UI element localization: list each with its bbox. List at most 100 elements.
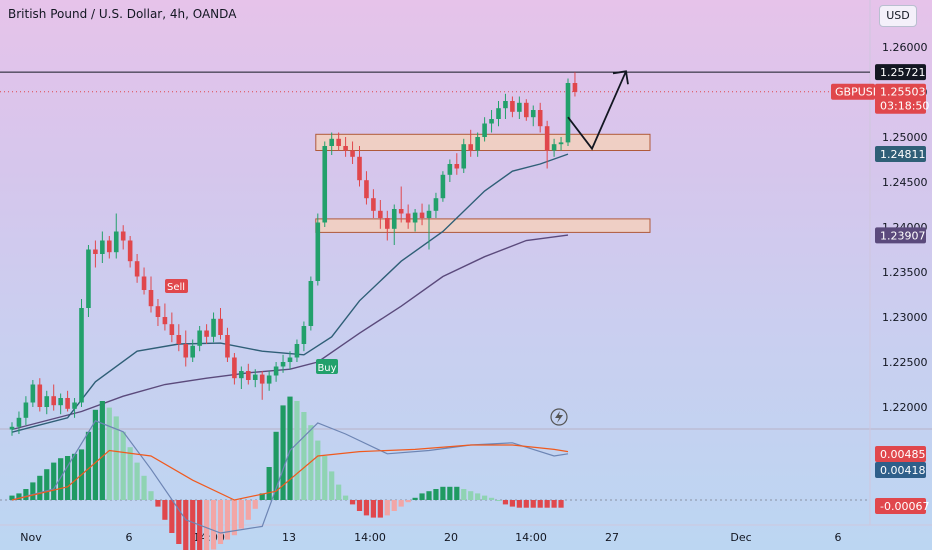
macd-bar <box>30 482 36 500</box>
macd-value-tag-bg <box>875 446 926 462</box>
sell-marker <box>165 279 188 293</box>
macd-bar <box>252 500 258 509</box>
candle-body <box>322 146 328 223</box>
candle-body <box>51 396 56 406</box>
candle-body <box>280 362 286 367</box>
macd-bar <box>398 500 404 507</box>
macd-value-tag: 0.00485 <box>880 448 926 461</box>
macd-bar <box>315 440 321 500</box>
macd-bar <box>99 401 105 500</box>
macd-bar <box>259 493 265 500</box>
macd-bar <box>349 500 356 505</box>
macd-bar <box>176 500 182 544</box>
macd-bar <box>294 401 300 500</box>
macd-bar <box>301 412 307 500</box>
macd-bar <box>502 500 509 505</box>
candle-body <box>433 198 439 211</box>
candle-body <box>378 210 383 218</box>
macd-bar <box>370 500 376 518</box>
candle-body <box>315 222 321 281</box>
macd-bar <box>9 495 15 500</box>
time-tick-label: 6 <box>126 531 133 544</box>
ma-slow-price-tag: 1.23907 <box>880 229 926 242</box>
candle-body <box>301 326 307 344</box>
macd-bar <box>120 431 126 500</box>
candle-body <box>517 102 522 112</box>
macd-bar <box>419 493 425 500</box>
macd-bar <box>127 447 133 500</box>
candle-body <box>364 180 369 199</box>
candle-body <box>385 218 390 229</box>
macd-bar <box>85 431 92 500</box>
time-tick-label: 20 <box>444 531 458 544</box>
candle-body <box>308 281 314 326</box>
candle-body <box>461 144 467 169</box>
candle-body <box>544 126 550 151</box>
candle-body <box>537 110 543 127</box>
buy-marker <box>316 359 338 374</box>
macd-bar <box>461 489 467 500</box>
macd-bar <box>363 500 370 516</box>
candle-body <box>176 335 182 344</box>
candle-body <box>551 144 557 151</box>
macd-bar <box>231 500 237 536</box>
price-tick-label: 1.23000 <box>882 311 928 324</box>
candle-body <box>211 318 216 337</box>
candle-body <box>530 110 536 118</box>
candle-body <box>357 156 362 181</box>
time-tick-label: Dec <box>730 531 751 544</box>
candle-body <box>336 138 341 146</box>
macd-line <box>11 420 569 534</box>
ma-fast-price-tag-bg <box>875 146 926 163</box>
ma-slow-price-tag-bg <box>875 227 926 244</box>
candle-body <box>113 231 119 253</box>
macd-bar <box>405 500 411 503</box>
last-price-tag-bg <box>875 83 926 114</box>
candle-body <box>371 198 376 211</box>
price-tick-label: 1.22000 <box>882 401 928 414</box>
time-tick-label: 14:00 <box>515 531 547 544</box>
time-tick-label: 6 <box>835 531 842 544</box>
currency-button[interactable]: USD <box>879 5 917 27</box>
macd-bar <box>509 500 515 507</box>
macd-bar <box>287 396 293 500</box>
candle-body <box>72 402 77 409</box>
candle-body <box>565 83 571 143</box>
macd-bar <box>148 491 154 500</box>
candle-body <box>412 212 418 223</box>
macd-bar <box>217 500 224 544</box>
macd-bar <box>447 486 453 500</box>
candle-body <box>44 396 50 407</box>
candle-body <box>225 335 230 358</box>
signal-value-tag-bg <box>875 462 926 478</box>
candle-body <box>350 150 355 157</box>
signal-value-tag: 0.00418 <box>880 464 926 477</box>
macd-bar <box>169 500 175 533</box>
macd-bar <box>530 500 536 508</box>
candle-body <box>9 426 15 430</box>
candle-body <box>391 209 397 229</box>
macd-bar <box>44 469 50 500</box>
price-tick-label: 1.26000 <box>882 41 928 54</box>
macd-bar <box>426 491 432 500</box>
symbol-tag: GBPUSD <box>835 86 881 99</box>
price-tick-label: 1.23500 <box>882 266 928 279</box>
macd-bar <box>141 475 147 500</box>
candle-body <box>482 123 487 137</box>
lightning-glyph <box>555 411 563 423</box>
candle-body <box>37 384 43 407</box>
time-tick-label: 27 <box>605 531 619 544</box>
macd-bar <box>204 500 210 550</box>
lightning-icon <box>550 408 568 426</box>
horizontal-line-price-tag: 1.25721 <box>880 66 926 79</box>
buy-label: Buy <box>317 363 336 374</box>
candle-body <box>468 144 473 151</box>
macd-bar <box>16 493 22 500</box>
macd-bar <box>58 458 64 500</box>
candle-body <box>232 357 237 379</box>
candle-body <box>572 83 578 92</box>
candle-body <box>447 164 453 175</box>
macd-bar <box>266 467 272 500</box>
macd-bar <box>336 484 342 500</box>
